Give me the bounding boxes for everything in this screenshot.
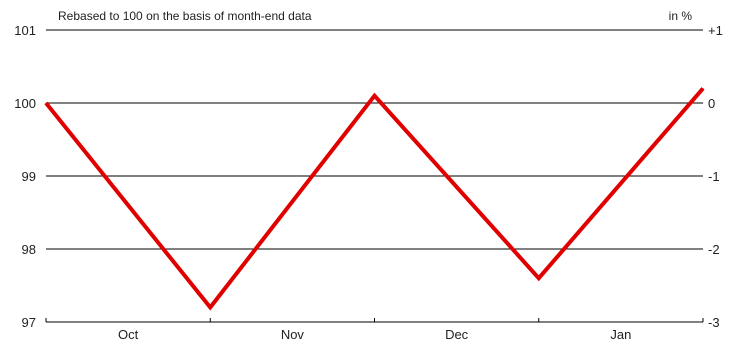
gridlines [46,29,703,323]
right-tick-label: -3 [708,315,720,330]
x-tick-label: Jan [610,327,631,342]
right-tick-label: -1 [708,169,720,184]
data-point [374,95,375,97]
left-tick-label: 100 [14,96,36,111]
right-tick-label: -2 [708,242,720,257]
x-axis-ticks: Oct Nov Dec Jan [45,318,704,342]
x-tick-label: Oct [118,327,139,342]
data-point [209,306,211,308]
left-tick-label: 98 [22,242,36,257]
left-tick-label: 97 [22,315,36,330]
right-tick-label: 0 [708,96,715,111]
series-line [44,87,705,311]
left-tick-label: 99 [22,169,36,184]
data-point [702,87,704,89]
left-tick-label: 101 [14,23,36,38]
x-tick-label: Dec [445,327,469,342]
chart-subtitle: Rebased to 100 on the basis of month-end… [58,9,312,23]
right-axis-unit: in % [669,9,693,23]
left-axis-ticks: 101 100 99 98 97 [14,23,36,330]
right-axis-ticks: +1 0 -1 -2 -3 [708,23,723,330]
right-tick-label: +1 [708,23,723,38]
x-tick-label: Nov [281,327,305,342]
data-point [538,277,540,279]
series-group [44,87,705,311]
data-point [45,102,47,104]
